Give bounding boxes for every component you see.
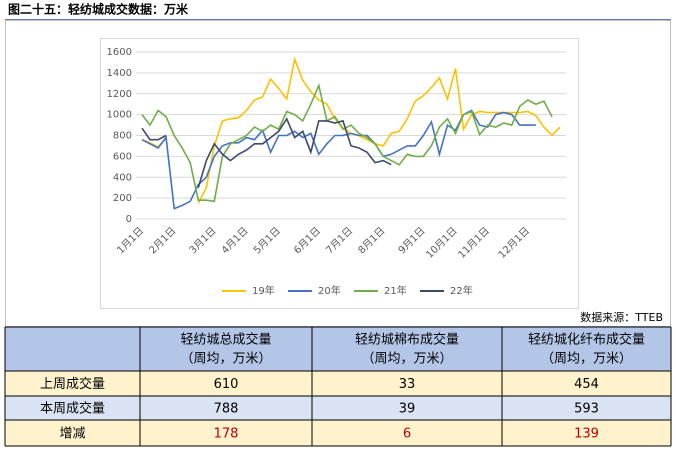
x-tick-label: 8月1日 [356, 225, 388, 257]
chart-frame [5, 20, 671, 327]
cell-value: 178 [214, 427, 239, 442]
cell-value: 33 [399, 377, 416, 392]
y-tick-label: 1000 [107, 110, 132, 121]
column-unit: （周均，万米） [361, 352, 452, 367]
cell-value: 610 [214, 377, 239, 392]
x-tick-label: 4月1日 [219, 225, 251, 257]
series-line [141, 117, 392, 188]
y-tick-label: 200 [113, 193, 132, 204]
cell-value: 788 [214, 402, 239, 417]
cell-value: 6 [403, 427, 411, 442]
x-tick-label: 3月1日 [187, 225, 219, 257]
x-tick-label: 1月1日 [115, 225, 147, 257]
x-tick-label: 2月1日 [147, 225, 179, 257]
column-unit: （周均，万米） [541, 352, 632, 367]
legend-label: 19年 [252, 284, 275, 297]
x-tick-label: 9月1日 [396, 225, 428, 257]
cell-value: 593 [574, 402, 599, 417]
series-line [141, 56, 561, 204]
column-name: 轻纺城棉布成交量 [355, 332, 459, 348]
table-row-bg [5, 420, 671, 446]
x-tick-label: 5月1日 [251, 225, 283, 257]
plot-frame [100, 38, 579, 309]
legend-label: 21年 [384, 284, 407, 297]
series-line [141, 82, 553, 203]
cell-value: 139 [574, 427, 599, 442]
x-tick-label: 6月1日 [291, 225, 323, 257]
column-name: 轻纺城化纤布成交量 [528, 332, 645, 348]
table-row-bg [5, 371, 671, 396]
row-label: 上周成交量 [40, 376, 105, 392]
y-tick-label: 1400 [107, 68, 132, 79]
y-tick-label: 800 [113, 131, 132, 142]
cell-value: 39 [399, 402, 416, 417]
x-tick-label: 7月1日 [324, 225, 356, 257]
y-tick-label: 600 [113, 151, 132, 162]
table-row-bg [5, 396, 671, 420]
x-tick-label: 10月1日 [424, 225, 460, 261]
y-tick-label: 0 [126, 214, 132, 225]
y-tick-label: 1600 [107, 47, 132, 58]
column-unit: （周均，万米） [180, 352, 271, 367]
y-tick-label: 400 [113, 172, 132, 183]
y-tick-label: 1200 [107, 89, 132, 100]
source: 数据来源：TTEB [580, 310, 663, 324]
row-label: 增减 [59, 427, 85, 442]
x-tick-label: 12月1日 [496, 225, 532, 261]
cell-value: 454 [574, 377, 599, 392]
legend-label: 22年 [450, 284, 473, 297]
legend-label: 20年 [318, 284, 341, 297]
title: 图二十五：轻纺城成交数据：万米 [8, 2, 189, 17]
row-label: 本周成交量 [40, 401, 105, 417]
column-name: 轻纺城总成交量 [180, 332, 271, 348]
x-tick-label: 11月1日 [456, 225, 492, 261]
table-header-bg [5, 327, 671, 371]
